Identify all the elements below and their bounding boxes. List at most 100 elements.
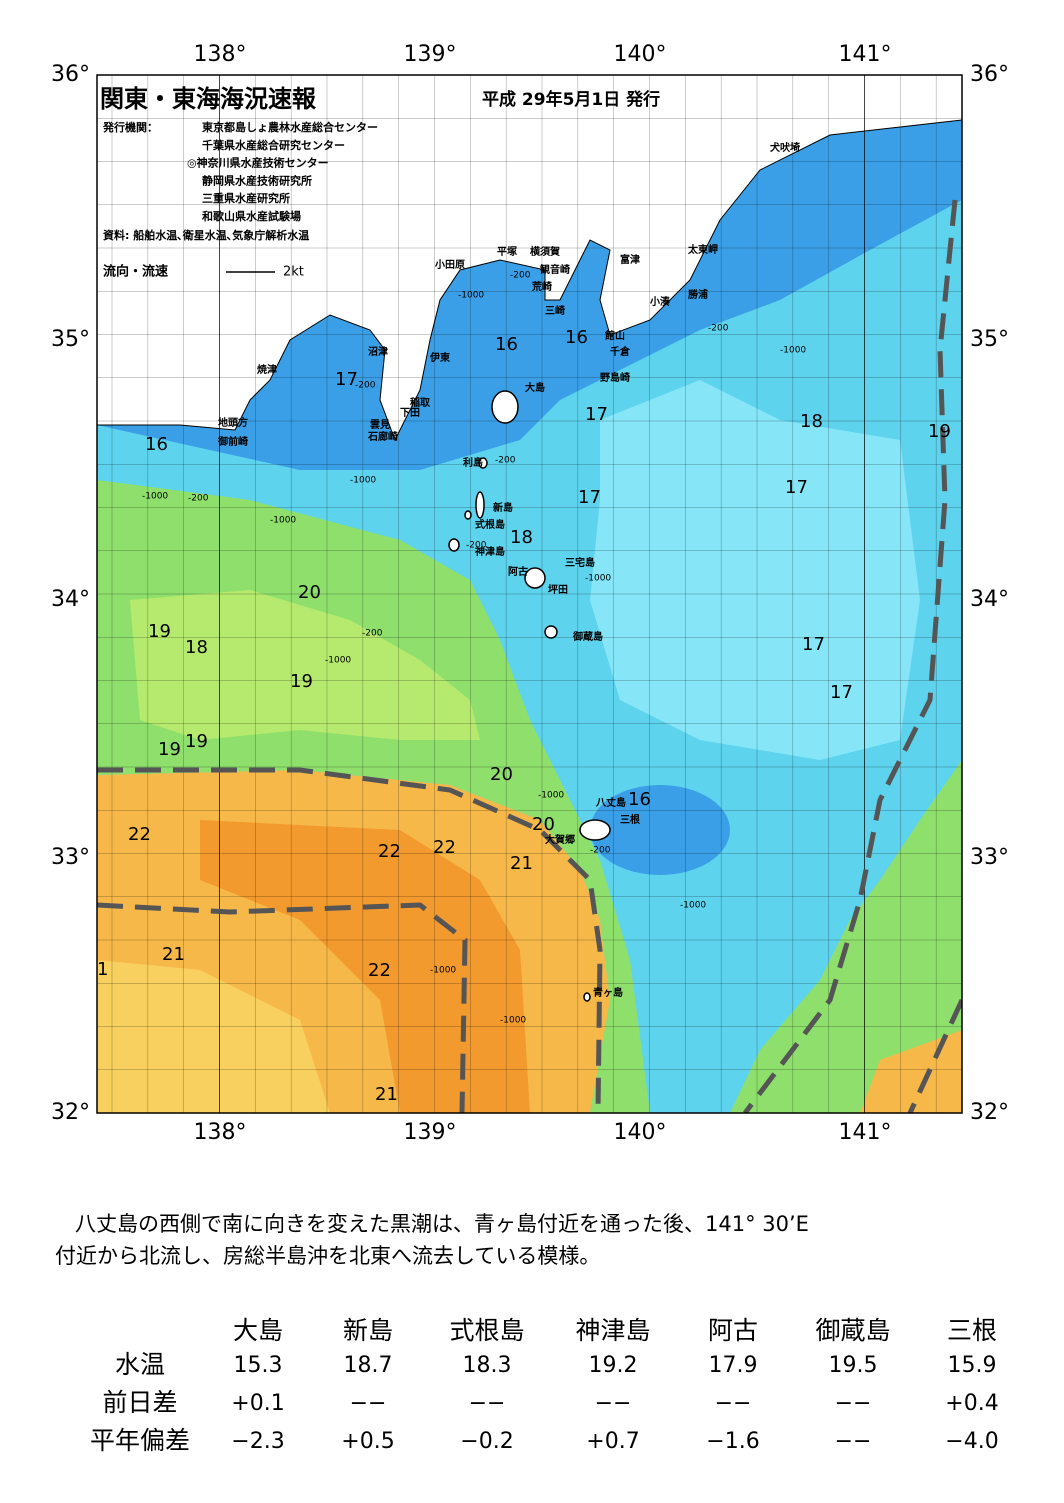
grid [97,75,962,1113]
isotherm-label: 17 [785,477,808,498]
isotherm-label: 19 [158,739,181,760]
latitude-label: 35° [970,327,1009,352]
place-name: 八丈島 [595,796,626,809]
latitude-label: 36° [51,62,90,87]
isotherm-label: 21 [375,1084,398,1105]
isotherm-label: 16 [565,327,588,348]
depth-label: -1000 [142,492,168,502]
longitude-label: 138° [194,42,247,67]
place-name: 三根 [620,813,640,826]
isotherm-label: 22 [128,824,151,845]
depth-label: -1000 [350,476,376,486]
land [97,75,962,442]
place-name: 御前崎 [217,435,248,448]
depth-label: -1000 [500,1016,526,1026]
isotherm-label: 20 [298,582,321,603]
longitude-label: 139° [404,42,457,67]
sea-yellow [97,960,330,1113]
depth-label: -1000 [430,966,456,976]
issuer: 東京都島しょ農林水産総合センター [202,120,378,134]
table-cell: 19.5 [829,1353,878,1378]
issuer: 静岡県水産技術研究所 [202,173,312,187]
legend-label: 流向・流速 [103,264,168,280]
table-cell: 15.3 [234,1353,283,1378]
depth-label: -200 [355,381,376,391]
isotherm-label: 20 [532,814,555,835]
station-header: 御蔵島 [815,1316,890,1345]
isotherm-label: 21 [510,853,533,874]
depth-label: -200 [362,629,383,639]
place-name: 坪田 [548,583,568,596]
place-name: 小田原 [434,258,465,271]
isotherm-label: 17 [585,404,608,425]
latitude-label: 32° [970,1100,1009,1125]
table-cell: +0.5 [341,1429,394,1454]
summary-line: 八丈島の西側で南に向きを変えた黒潮は、青ヶ島付近を通った後、141° 30’E [75,1212,809,1236]
longitude-label: 140° [614,1120,667,1145]
depth-label: -1000 [458,291,484,301]
isotherm-label: 22 [368,960,391,981]
depth-label: -200 [708,324,729,334]
place-name: 下田 [400,407,420,419]
isotherm-label: 16 [495,334,518,355]
place-name: 平塚 [497,245,517,258]
isotherm-label: 19 [290,671,313,692]
place-name: 地頭方 [218,416,248,429]
station-header: 神津島 [575,1316,650,1345]
table-cell: 19.2 [589,1353,638,1378]
place-name: 大島 [525,381,545,394]
place-name: 式根島 [475,518,505,531]
isotherm-label: 17 [578,487,601,508]
place-name: 犬吠埼 [770,141,800,154]
place-name: 御蔵島 [572,630,603,643]
station-header: 新島 [343,1316,393,1345]
place-name: 沼津 [368,345,388,358]
latitude-label: 32° [51,1100,90,1125]
isotherm-label: 17 [830,682,853,703]
isotherm-label: 18 [800,411,823,432]
longitude-label: 141° [839,42,892,67]
place-name: 稲取 [410,396,431,409]
latitude-label: 34° [51,587,90,612]
table-cell: −1.6 [706,1429,759,1454]
depth-label: -1000 [585,574,611,584]
table-cell: +0.4 [945,1391,998,1416]
sea-yellowgreen [130,590,480,740]
issuer: 三重県水産研究所 [202,191,290,205]
table-cell: −2.3 [231,1429,284,1454]
longitude-label: 139° [404,1120,457,1145]
kuroshio-axis [97,199,962,1113]
station-header: 阿古 [708,1316,758,1345]
place-name: 三宅島 [565,556,595,569]
depth-label: -1000 [538,791,564,801]
place-name: 荒崎 [531,280,552,293]
sea-darkorange [200,820,530,1113]
issuer: 千葉県水産総合研究センター [202,138,345,152]
place-name: 阿古 [508,565,528,578]
table-cell: −− [835,1391,872,1416]
table-cell: −0.2 [460,1429,513,1454]
latitude-label: 35° [51,327,90,352]
place-name: 野島崎 [600,371,630,384]
place-name: 石廊崎 [367,430,398,443]
isotherm-label: 16 [628,789,651,810]
islands [448,390,611,1002]
table-cell: −− [469,1391,506,1416]
longitude-label: 140° [614,42,667,67]
place-name: 青ヶ島 [593,986,623,999]
map-frame [96,74,963,1114]
isotherm-label: 22 [433,837,456,858]
depth-label: -1000 [270,516,296,526]
table-cell: −− [715,1391,752,1416]
place-name: 横須賀 [530,245,560,258]
sea-light [590,380,920,760]
place-name: 館山 [604,329,625,342]
place-name: 小湊 [649,295,671,308]
sea-blue [590,785,730,875]
isotherm-label: 16 [145,434,168,455]
place-name: 観音崎 [540,263,570,276]
issuer: ◎神奈川県水産技術センター [187,156,329,170]
latitude-label: 33° [970,845,1009,870]
summary-line: 付近から北流し、房総半島沖を北東へ流去している模様。 [55,1244,600,1268]
